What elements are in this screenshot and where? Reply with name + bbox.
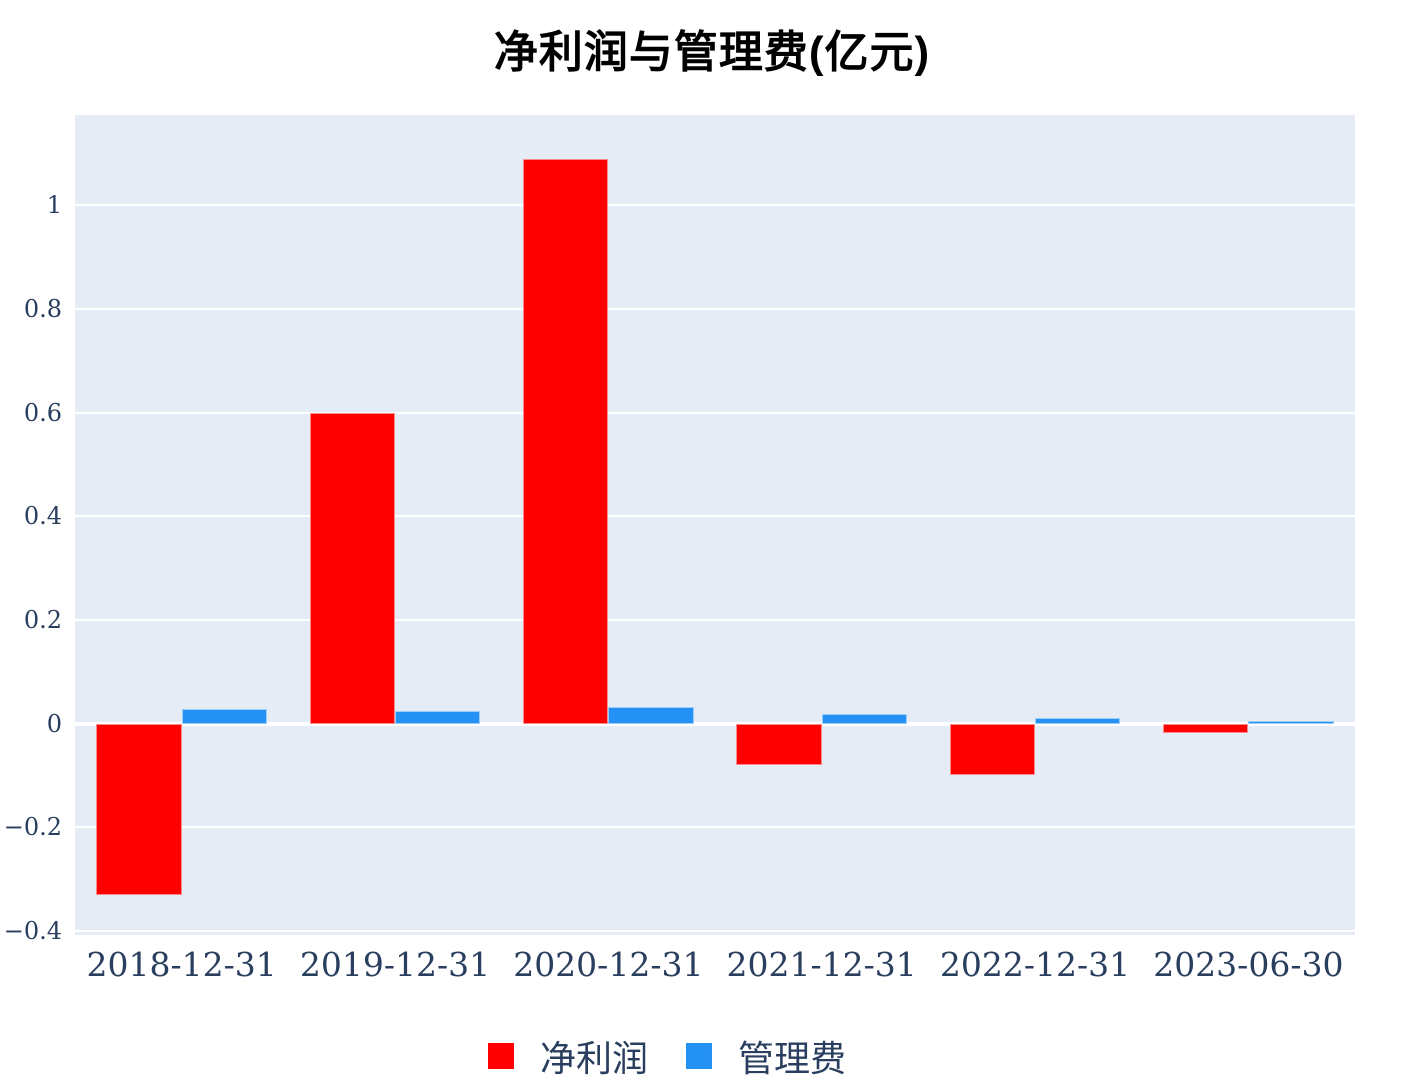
legend: 净利润 管理费 [487,1030,846,1082]
x-tick-label: 2018-12-31 [86,945,277,984]
y-tick-label: 0.4 [23,502,62,531]
bar-management-fee [395,711,481,724]
legend-swatch-icon [686,1043,712,1069]
y-tick-label: −0.2 [3,813,62,842]
bar-management-fee [1248,721,1334,724]
x-tick-label: 2019-12-31 [299,945,491,984]
y-tick-label: 0.2 [23,605,62,634]
bar-net-profit [949,723,1035,776]
zero-line [75,721,1355,726]
gridline [75,929,1355,932]
bar-net-profit [1163,723,1249,733]
legend-label: 净利润 [539,1038,648,1079]
chart-title: 净利润与管理费(亿元) [493,28,931,77]
x-tick-label: 2021-12-31 [726,945,917,984]
bar-net-profit [523,158,609,724]
gridline [75,826,1355,829]
y-tick-label: 0 [46,709,62,738]
bar-management-fee [608,706,694,724]
y-tick-label: 1 [46,191,62,220]
y-tick-label: 0.6 [23,398,62,427]
bar-net-profit [309,412,395,724]
bar-management-fee [181,709,267,724]
x-tick-label: 2020-12-31 [513,945,704,984]
bar-management-fee [821,714,907,724]
gridline [75,618,1355,621]
legend-item-management-fee[interactable]: 管理费 [686,1030,846,1082]
plot-area[interactable] [75,115,1355,935]
y-tick-label: 0.8 [23,294,62,323]
bar-net-profit [96,723,182,895]
bar-net-profit [736,723,822,765]
x-tick-label: 2023-06-30 [1153,945,1344,984]
y-tick-label: −0.4 [3,916,62,945]
gridline [75,515,1355,518]
gridline [75,307,1355,310]
gridline [75,411,1355,414]
legend-label: 管理费 [738,1038,847,1079]
x-tick-label: 2022-12-31 [939,945,1131,984]
gridline [75,204,1355,207]
bar-management-fee [1035,717,1121,724]
legend-item-net-profit[interactable]: 净利润 [487,1030,648,1082]
legend-swatch-icon [487,1043,514,1069]
